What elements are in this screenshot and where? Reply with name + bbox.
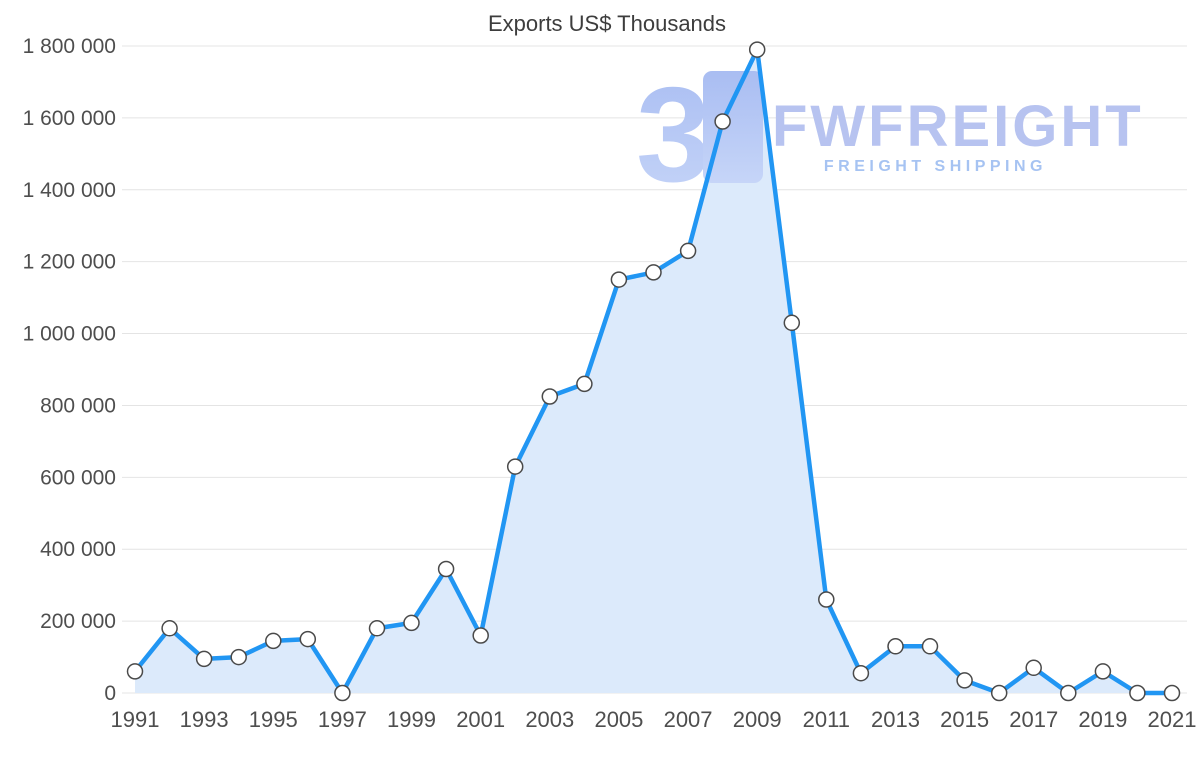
x-axis-tick-labels: 1991 1993 1995 1997 1999 2001 2003 2005 2007 2009…	[111, 707, 1197, 732]
data-point-marker	[368, 620, 386, 637]
data-point-marker	[748, 41, 766, 58]
data-point-marker	[437, 560, 455, 578]
x-axis-tick-label: 1993	[180, 707, 229, 732]
x-axis-tick-label: 2007	[664, 707, 713, 732]
area-fill	[135, 49, 1172, 694]
y-axis-tick-label: 1 600 000	[23, 107, 116, 130]
x-axis-tick-label: 2003	[525, 707, 574, 732]
x-axis-tick-label: 2013	[871, 707, 920, 732]
data-point-marker	[472, 627, 489, 644]
x-axis-tick-label: 2005	[594, 707, 643, 732]
data-point-marker	[818, 591, 835, 608]
data-point-marker	[403, 614, 420, 632]
data-point-marker	[921, 638, 939, 655]
y-axis-tick-label: 1 800 000	[23, 35, 116, 58]
x-axis-tick-label: 1995	[249, 707, 298, 732]
data-point-markers	[126, 41, 1181, 702]
watermark: 3 FWFREIGHT FREIGHT SHIPPING	[636, 59, 1144, 210]
data-point-marker	[126, 663, 144, 680]
data-point-marker	[506, 458, 524, 475]
x-axis-tick-label: 1999	[387, 707, 436, 732]
watermark-logo-block	[703, 71, 763, 183]
y-axis-tick-label: 800 000	[40, 394, 116, 417]
data-point-marker	[1025, 659, 1042, 677]
x-axis-tick-label: 2019	[1078, 707, 1127, 732]
watermark-tagline-text: FREIGHT SHIPPING	[824, 158, 1047, 175]
data-point-marker	[195, 650, 213, 668]
data-point-marker	[887, 638, 904, 655]
watermark-logo-glyph: 3	[636, 59, 711, 210]
y-axis-tick-label: 400 000	[40, 538, 116, 561]
data-point-marker	[1094, 663, 1112, 680]
data-point-marker	[679, 242, 697, 260]
data-point-marker	[161, 620, 178, 637]
data-point-marker	[1163, 684, 1181, 702]
data-point-marker	[230, 648, 247, 666]
data-point-marker	[610, 271, 628, 288]
y-axis-tick-label: 200 000	[40, 610, 116, 633]
data-point-marker	[714, 113, 731, 130]
data-point-marker	[783, 314, 801, 332]
data-point-marker	[576, 375, 593, 393]
y-axis-tick-label: 1 400 000	[23, 179, 116, 202]
x-axis-tick-label: 1997	[318, 707, 367, 732]
x-axis-tick-label: 2011	[803, 707, 850, 732]
x-axis-tick-label: 1991	[111, 707, 160, 732]
data-point-marker	[299, 630, 317, 648]
data-point-marker	[265, 632, 282, 650]
y-axis-tick-label: 1 200 000	[23, 251, 116, 274]
x-axis-tick-label: 2017	[1009, 707, 1058, 732]
watermark-brand-text: FWFREIGHT	[772, 94, 1144, 159]
data-point-marker	[1060, 684, 1077, 702]
data-point-marker	[990, 684, 1008, 702]
y-axis-tick-label: 600 000	[40, 466, 116, 489]
data-point-marker	[541, 388, 559, 405]
data-point-marker	[956, 672, 973, 689]
y-axis-tick-labels: 0 200 000 400 000 600 000 800 000 1 000 000 1 …	[23, 35, 116, 705]
data-point-marker	[334, 684, 351, 702]
data-point-marker	[852, 664, 870, 682]
data-point-marker	[645, 264, 662, 281]
watermark-logo-icon: 3	[636, 59, 763, 210]
x-axis-tick-label: 2009	[733, 707, 782, 732]
x-axis-tick-label: 2015	[940, 707, 989, 732]
y-axis-tick-label: 1 000 000	[23, 323, 116, 346]
data-point-marker	[1129, 684, 1146, 702]
chart-title: Exports US$ Thousands	[488, 11, 726, 36]
x-axis-tick-label: 2021	[1148, 707, 1197, 732]
x-axis-tick-label: 2001	[456, 707, 505, 732]
y-axis-tick-label: 0	[104, 682, 116, 705]
